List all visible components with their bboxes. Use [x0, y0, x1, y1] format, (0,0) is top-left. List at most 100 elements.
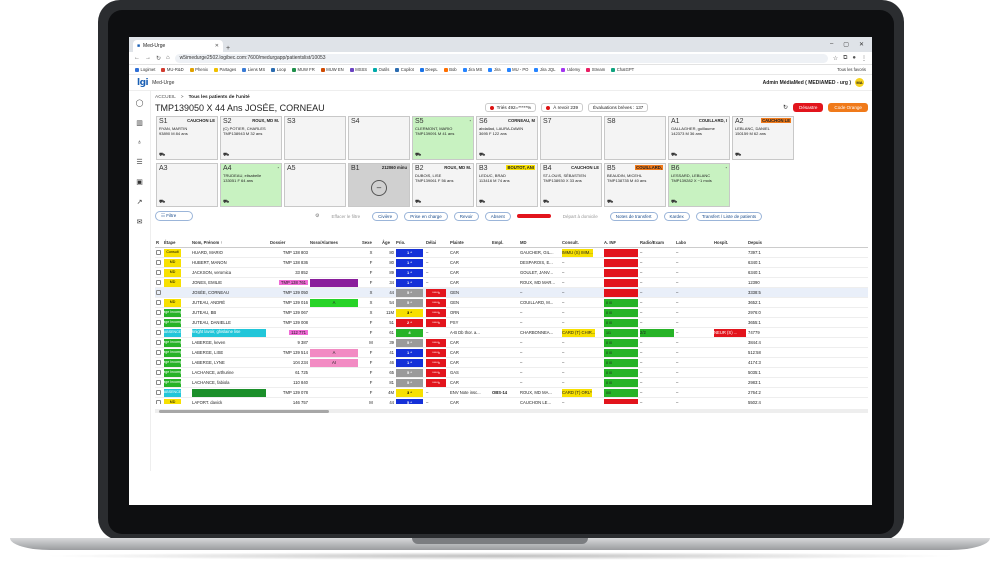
profile-icon[interactable]: ● — [852, 55, 856, 61]
column-header[interactable]: Prio. — [396, 240, 406, 245]
filter-button[interactable]: ☷ Filtre — [155, 211, 193, 221]
row-checkbox[interactable] — [156, 400, 161, 404]
column-header[interactable]: Consult. — [562, 240, 579, 245]
row-checkbox[interactable] — [156, 350, 161, 355]
maximize-icon[interactable]: ▢ — [843, 42, 849, 48]
column-header[interactable]: Radio/Exam — [640, 240, 664, 245]
row-checkbox[interactable] — [156, 390, 161, 395]
column-header[interactable]: R — [156, 240, 160, 245]
table-row[interactable]: JOSÉE, CORNEAU TMP 139 050 X 44 5 * ****h GEN –… — [155, 288, 868, 298]
bed-card-a3[interactable]: A3 ⛟ — [156, 163, 218, 207]
table-row[interactable]: ABSENCE TMP 139 078 F 4M 3 * – ENV Note insc..… — [155, 388, 868, 398]
row-checkbox[interactable] — [156, 370, 161, 375]
prise-en-charge-button[interactable]: Prise en charge — [404, 211, 448, 221]
column-header[interactable]: Nom, Prénom ↑ — [192, 240, 223, 245]
bookmark-item[interactable]: Jira — [488, 67, 501, 72]
row-checkbox[interactable] — [156, 310, 161, 315]
bookmark-item[interactable]: MU - PO — [506, 67, 528, 72]
column-header[interactable]: Dossier — [270, 240, 286, 245]
table-row[interactable]: MD JUTEAU, ANDRÉ TMP 139 016 A X 54 5 * ****h GE… — [155, 298, 868, 308]
menu-icon[interactable]: ⋮ — [861, 55, 867, 62]
bed-card-a1[interactable]: A1 COUILLARD, I GALLAGHER, guillaume 142373… — [668, 116, 730, 160]
bed-card-b1[interactable]: B1 212060 minu – — [348, 163, 410, 207]
clear-filter-button[interactable]: Effacer le filtre — [325, 211, 367, 221]
bookmark-item[interactable]: MUW EN — [320, 67, 344, 72]
bed-card-b5[interactable]: B5 COUILLARD, BEAUDIN, MICEHL TMP138735 M 4… — [604, 163, 666, 207]
row-checkbox[interactable] — [156, 270, 161, 275]
column-header[interactable]: Hospit. — [714, 240, 729, 245]
desastre-button[interactable]: Désastre — [793, 103, 824, 112]
building-icon[interactable]: ▥ — [136, 120, 143, 127]
refresh-icon[interactable]: ↻ — [782, 105, 789, 111]
bookmark-item[interactable]: Logimet — [135, 67, 155, 72]
avatar[interactable]: MA — [855, 78, 864, 87]
table-row[interactable]: Triage Incomplet LABERGE, LISE TMP 139 514… — [155, 348, 868, 358]
reload-icon[interactable]: ↻ — [156, 55, 162, 62]
revoir-badge[interactable]: À revoir 239 — [541, 103, 584, 112]
transfert-liste-button[interactable]: Transfert / Liste de patients — [695, 211, 763, 221]
new-tab-icon[interactable]: + — [225, 45, 231, 52]
back-icon[interactable]: ← — [134, 55, 140, 61]
star-icon[interactable]: ☆ — [832, 55, 839, 62]
absent-button[interactable]: Absent — [484, 211, 511, 221]
bed-card-a4[interactable]: A4 - TRUDEAU, elisabelle 133051 F 64 ans ⛟ — [220, 163, 282, 207]
bookmark-item[interactable]: Copilot — [395, 67, 414, 72]
bed-card-b3[interactable]: B3 BOUTOT, ANI LEDUC, BRAD 113416 M 74 ans ⛟ — [476, 163, 538, 207]
column-header[interactable]: Empl. — [492, 240, 504, 245]
close-tab-icon[interactable]: ✕ — [214, 43, 219, 49]
column-header[interactable]: Plainte — [450, 240, 464, 245]
bed-card-s4[interactable]: S4 — [348, 116, 410, 160]
minimize-icon[interactable]: – — [829, 41, 834, 47]
table-row[interactable]: Triage Incomplet JUTEAU, BB TMP 139 067 X 11… — [155, 308, 868, 318]
bookmark-item[interactable]: MSSS — [349, 67, 367, 72]
table-row[interactable]: MD HUBERT, MANON TMP 138 836 F 80 1 * – CAR DESP… — [155, 258, 868, 268]
bed-card-a2[interactable]: A2 CAUCHON LE LEBLANC, DANIEL 150159 M 62 a… — [732, 116, 794, 160]
column-header[interactable]: A. INF — [604, 240, 617, 245]
column-header[interactable]: Étape — [164, 240, 176, 245]
row-checkbox[interactable] — [156, 280, 161, 285]
forward-icon[interactable]: → — [145, 55, 151, 61]
bookmark-item[interactable]: Phenix — [189, 67, 208, 72]
bed-card-s7[interactable]: S7 — [540, 116, 602, 160]
column-header[interactable]: Délai — [426, 240, 437, 245]
bed-card-s1[interactable]: S1 CAUCHON LE RYAN, MARTIN 93890 M 84 ans ⛟ — [156, 116, 218, 160]
bed-card-s6[interactable]: S6 CORNEAU, M abdallad, LAURA-DAWN 3695 F 1… — [476, 116, 538, 160]
bed-card-s5[interactable]: S5 - CLERMONT, MARIO TMP139091 M 41 ans ⛟ — [412, 116, 474, 160]
bookmark-item[interactable]: DeepL — [419, 67, 438, 72]
chart-icon[interactable]: ↗ — [136, 199, 143, 206]
bed-card-a5[interactable]: A5 — [284, 163, 346, 207]
row-checkbox[interactable] — [156, 250, 161, 255]
scrollbar-thumb[interactable] — [159, 409, 329, 413]
row-checkbox[interactable] — [156, 380, 161, 385]
table-row[interactable]: MD JONES, EMILIE TMP 138 761 F 34 1 * – CAR ROUX… — [155, 278, 868, 288]
tries-badge[interactable]: Triés 492=*****% — [484, 103, 537, 112]
list-icon[interactable]: ☰ — [136, 159, 143, 166]
bookmark-item[interactable]: Loop — [271, 67, 286, 72]
bookmark-item[interactable]: Jira MS — [462, 67, 482, 72]
row-checkbox[interactable] — [156, 290, 161, 295]
book-icon[interactable]: ▣ — [136, 179, 143, 186]
bookmark-item[interactable]: Jira JQL — [534, 67, 555, 72]
column-header[interactable]: Depuis — [748, 240, 762, 245]
url-input[interactable]: w5imedurge2502.logibec.com:7600/medurgap… — [174, 53, 828, 63]
bookmark-item[interactable]: ChatGPT — [611, 67, 634, 72]
close-window-icon[interactable]: ✕ — [858, 42, 864, 48]
extensions-icon[interactable]: ⧉ — [843, 54, 848, 61]
all-bookmarks[interactable]: Tous les favoris — [837, 67, 866, 72]
column-header[interactable]: Sexe — [362, 240, 372, 245]
bed-card-b4[interactable]: B4 CAUCHON LE ST-LOUIS, SÉBASTIEN TMP138930… — [540, 163, 602, 207]
user-icon[interactable]: ◯ — [135, 100, 144, 107]
code-orange-button[interactable]: Code Orange — [828, 103, 868, 112]
bookmark-item[interactable]: Stream — [586, 67, 605, 72]
notes-transfert-button[interactable]: Notes de transfert — [609, 211, 658, 221]
bookmark-item[interactable]: Bob — [443, 67, 457, 72]
column-header[interactable]: Labo — [676, 240, 687, 245]
bed-card-s2[interactable]: S2 ROUX, MD M. (C) POTIER, CHARLES TMP13894… — [220, 116, 282, 160]
evaluations-badge[interactable]: Évaluations brèves : 137 — [588, 103, 649, 112]
bed-card-b2[interactable]: B2 ROUX, MD M. DUBOIS, LISE TMP139061 F 56 … — [412, 163, 474, 207]
table-row[interactable]: ABSENCE knight lavoir, ghislaine lise 112 … — [155, 328, 868, 338]
table-row[interactable]: Triage Incomplet LACHANCE, fabiola 110 840… — [155, 378, 868, 388]
mail-icon[interactable]: ✉ — [136, 219, 143, 226]
table-row[interactable]: Consult HUARD, MARIO TMP 138 803 X 80 1 * – CAR… — [155, 248, 868, 258]
